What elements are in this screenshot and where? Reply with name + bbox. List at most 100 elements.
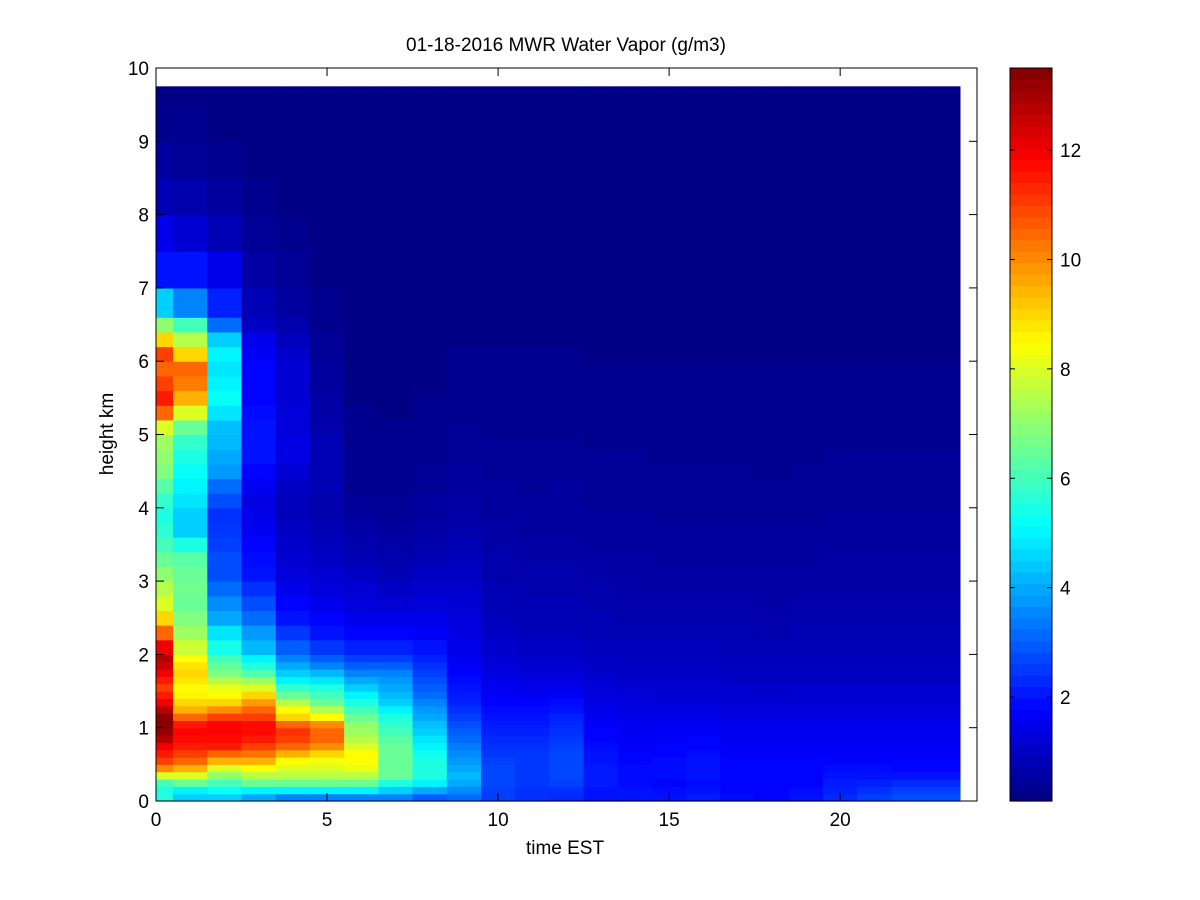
heatmap-cell [686,251,722,289]
colorbar-swatch [1010,583,1052,596]
heatmap-cell [617,463,653,480]
heatmap-cell [173,742,208,751]
heatmap-cell [344,727,379,736]
heatmap-cell [344,669,379,677]
heatmap-cell [241,346,277,362]
heatmap-cell [549,317,585,333]
heatmap-cell [275,727,311,736]
heatmap-cell [309,669,345,677]
heatmap-cell [754,141,790,179]
heatmap-cell [788,317,824,333]
heatmap-cell [275,735,311,743]
heatmap-cell [344,251,379,289]
heatmap-cell [378,742,414,751]
heatmap-cell [583,757,619,765]
heatmap-cell [891,749,927,758]
heatmap-cell [823,691,858,699]
colorbar-swatch [1010,629,1052,642]
heatmap-cell [823,214,858,252]
heatmap-cell [583,419,619,436]
heatmap-cell [617,625,653,641]
heatmap-cell [549,610,585,626]
heatmap-cell [823,669,858,677]
heatmap-cell [891,793,927,802]
heatmap-cell [480,610,516,626]
heatmap-cell [686,331,722,348]
heatmap-cell [857,551,893,568]
x-tick-label: 5 [322,810,333,831]
heatmap-cell [378,771,414,780]
heatmap-cell [309,251,345,289]
heatmap-cell [549,251,585,289]
heatmap-cell [480,449,516,465]
heatmap-cell [617,405,653,421]
heatmap-cell [617,537,653,553]
heatmap-cell [275,390,311,406]
heatmap-cell [549,742,585,751]
heatmap-cell [891,375,927,392]
heatmap-cell [583,507,619,524]
heatmap-cell [412,141,448,179]
heatmap-cell [788,141,824,179]
heatmap-cell [207,786,243,795]
colorbar-swatch [1010,514,1052,527]
heatmap-cell [823,654,858,663]
heatmap-cell [173,331,208,348]
heatmap-cell [857,713,893,721]
heatmap-cell [309,537,345,553]
heatmap-cell [412,287,448,318]
heatmap-cell [344,375,379,392]
heatmap-cell [412,742,448,751]
heatmap-cell [446,735,482,743]
heatmap-cell [788,581,824,597]
heatmap-cell [720,625,756,641]
colorbar-swatch [1010,342,1052,355]
heatmap-cell [275,654,311,663]
heatmap-cell [583,551,619,568]
heatmap-cell [686,419,722,436]
heatmap-cell [378,449,414,465]
heatmap-cell [344,683,379,692]
heatmap-cell [173,419,208,436]
heatmap-cell [754,676,790,685]
heatmap-cell [515,742,550,751]
heatmap-cell [156,390,174,406]
heatmap-cell [754,661,790,670]
heatmap-cell [720,669,756,677]
colorbar-tick-label: 12 [1060,141,1081,162]
heatmap-cell [652,86,687,106]
heatmap-cell [480,698,516,707]
colorbar-swatch [1010,423,1052,436]
heatmap-cell [652,757,687,765]
heatmap-cell [823,727,858,736]
heatmap-cell [241,764,277,773]
heatmap-cell [823,551,858,568]
heatmap-cell [857,449,893,465]
heatmap-cell [549,104,585,142]
heatmap-cell [207,104,243,142]
heatmap-cell [412,749,448,758]
heatmap-cell [823,177,858,216]
heatmap-cell [378,86,414,106]
heatmap-cell [344,713,379,721]
heatmap-cell [309,676,345,685]
heatmap-cell [583,793,619,802]
colorbar-swatch [1010,778,1052,791]
heatmap-cell [412,251,448,289]
heatmap-cell [788,595,824,612]
heatmap-cell [173,779,208,787]
heatmap-cell [344,749,379,758]
heatmap-cell [549,625,585,641]
heatmap-cell [241,683,277,692]
heatmap-cell [857,749,893,758]
heatmap-cell [925,779,961,787]
heatmap-cell [173,375,208,392]
heatmap-cell [925,214,961,252]
heatmap-cell [173,661,208,670]
heatmap-cell [891,287,927,318]
heatmap-cell [156,507,174,524]
heatmap-cell [446,749,482,758]
heatmap-cell [891,141,927,179]
colorbar-swatch [1010,766,1052,779]
heatmap-cell [857,375,893,392]
